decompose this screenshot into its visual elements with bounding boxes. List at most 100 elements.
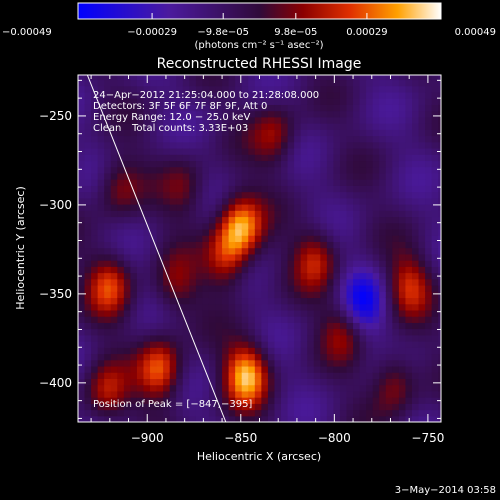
heatmap-cell xyxy=(385,390,393,398)
heatmap-cell xyxy=(169,365,177,373)
heatmap-cell xyxy=(248,91,256,99)
heatmap-cell xyxy=(274,241,282,249)
heatmap-cell xyxy=(123,85,131,93)
heatmap-cell xyxy=(431,154,439,162)
heatmap-cell xyxy=(97,197,105,205)
heatmap-cell xyxy=(97,309,105,317)
heatmap-cell xyxy=(274,104,282,112)
heatmap-cell xyxy=(97,135,105,143)
heatmap-cell xyxy=(392,347,400,355)
heatmap-cell xyxy=(136,135,145,143)
heatmap-cell xyxy=(248,154,256,162)
heatmap-cell xyxy=(267,260,276,267)
heatmap-cell xyxy=(379,372,387,379)
heatmap-cell xyxy=(136,359,145,367)
y-tick-label: −400 xyxy=(39,376,72,390)
heatmap-cell xyxy=(117,185,125,193)
heatmap-cell xyxy=(189,284,197,292)
heatmap-cell xyxy=(123,291,131,299)
heatmap-cell xyxy=(281,85,289,93)
heatmap-cell xyxy=(208,253,217,261)
heatmap-cell xyxy=(208,75,217,81)
heatmap-cell xyxy=(392,210,400,218)
heatmap-cell xyxy=(359,147,367,155)
heatmap-cell xyxy=(366,397,374,404)
heatmap-cell xyxy=(163,98,171,105)
heatmap-cell xyxy=(339,79,348,87)
heatmap-cell xyxy=(189,291,197,299)
heatmap-cell xyxy=(130,378,138,386)
heatmap-cell xyxy=(215,397,223,404)
heatmap-cell xyxy=(267,347,276,355)
heatmap-cell xyxy=(418,104,426,112)
heatmap-cell xyxy=(385,353,393,361)
heatmap-cell xyxy=(372,85,380,93)
heatmap-cell xyxy=(267,328,276,336)
heatmap-cell xyxy=(366,123,374,130)
heatmap-cell xyxy=(379,353,387,361)
heatmap-cell xyxy=(379,341,387,348)
heatmap-cell xyxy=(313,228,321,236)
heatmap-cell xyxy=(123,272,131,280)
heatmap-cell xyxy=(176,378,184,386)
heatmap-cell xyxy=(366,179,374,186)
heatmap-cell xyxy=(169,397,177,404)
heatmap-cell xyxy=(97,129,105,137)
heatmap-cell xyxy=(117,104,125,112)
heatmap-cell xyxy=(123,129,131,137)
heatmap-cell xyxy=(176,98,184,105)
heatmap-cell xyxy=(195,378,204,386)
heatmap-cell xyxy=(300,204,308,211)
heatmap-cell xyxy=(366,135,374,143)
heatmap-cell xyxy=(339,129,348,137)
heatmap-cell xyxy=(366,272,374,280)
heatmap-cell xyxy=(143,297,151,305)
heatmap-cell xyxy=(130,235,138,242)
heatmap-cell xyxy=(261,116,269,124)
heatmap-cell xyxy=(294,185,302,193)
heatmap-cell xyxy=(78,291,86,299)
heatmap-cell xyxy=(130,309,138,317)
heatmap-cell xyxy=(222,235,230,242)
heatmap-cell xyxy=(156,378,164,386)
heatmap-cell xyxy=(326,129,335,137)
heatmap-cell xyxy=(215,278,223,286)
heatmap-cell xyxy=(438,409,441,417)
heatmap-cell xyxy=(346,316,354,323)
heatmap-cell xyxy=(176,260,184,267)
heatmap-cell xyxy=(425,347,433,355)
heatmap-cell xyxy=(110,123,118,130)
heatmap-cell xyxy=(333,172,341,180)
heatmap-cell xyxy=(84,79,92,87)
heatmap-cell xyxy=(91,260,99,267)
heatmap-cell xyxy=(418,210,426,218)
heatmap-cell xyxy=(78,135,86,143)
heatmap-cell xyxy=(385,378,393,386)
heatmap-cell xyxy=(372,328,380,336)
heatmap-cell xyxy=(136,160,145,168)
heatmap-cell xyxy=(156,228,164,236)
heatmap-cell xyxy=(163,322,171,330)
heatmap-cell xyxy=(117,241,125,249)
heatmap-cell xyxy=(398,141,407,149)
heatmap-cell xyxy=(418,135,426,143)
heatmap-cell xyxy=(235,415,243,422)
heatmap-cell xyxy=(169,260,177,267)
heatmap-cell xyxy=(235,297,243,305)
heatmap-cell xyxy=(398,116,407,124)
heatmap-cell xyxy=(208,216,217,224)
heatmap-cell xyxy=(431,141,439,149)
heatmap-cell xyxy=(110,79,118,87)
heatmap-cell xyxy=(372,260,380,267)
heatmap-cell xyxy=(294,403,302,411)
heatmap-cell xyxy=(353,328,361,336)
heatmap-cell xyxy=(359,110,367,118)
heatmap-cell xyxy=(379,185,387,193)
heatmap-cell xyxy=(143,316,151,323)
heatmap-cell xyxy=(84,253,92,261)
heatmap-cell xyxy=(326,166,335,174)
heatmap-cell xyxy=(366,210,374,218)
heatmap-cell xyxy=(150,378,158,386)
heatmap-cell xyxy=(84,235,92,242)
heatmap-cell xyxy=(176,216,184,224)
